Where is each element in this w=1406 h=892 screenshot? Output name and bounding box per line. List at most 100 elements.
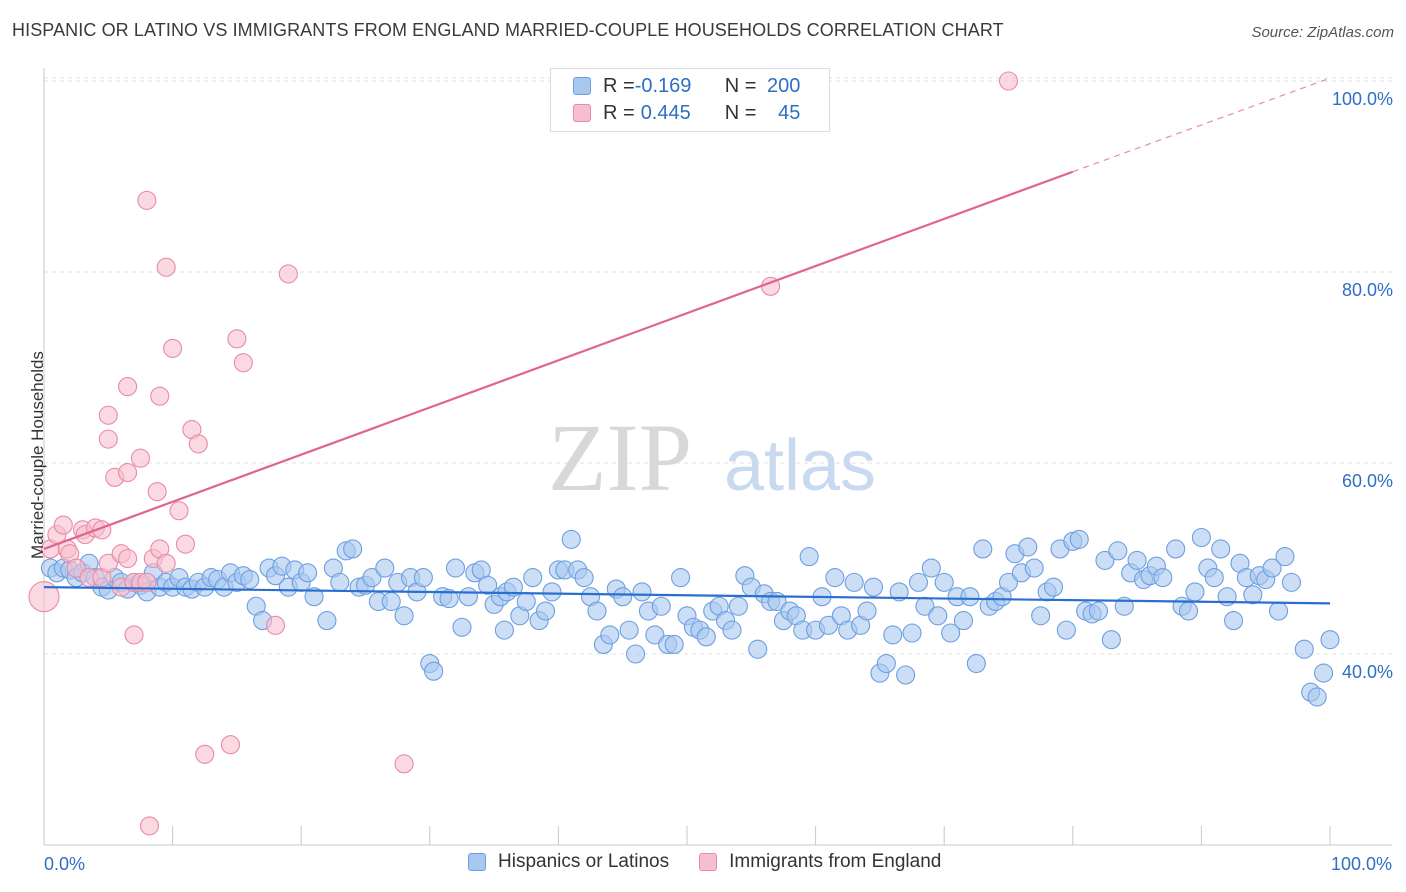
y-tick-label: 80.0% — [1342, 280, 1393, 300]
data-point — [857, 601, 877, 621]
y-axis-label: Married-couple Households — [28, 351, 47, 559]
data-point — [1024, 558, 1044, 578]
legend-label-hispanics: Hispanics or Latinos — [498, 851, 670, 872]
data-point — [1191, 527, 1211, 548]
data-point — [1088, 601, 1109, 621]
data-point — [330, 572, 350, 592]
data-point — [137, 190, 157, 210]
x-tick-max: 100.0% — [1330, 854, 1392, 874]
data-point — [298, 563, 318, 583]
data-point — [966, 653, 986, 674]
data-point — [1069, 529, 1089, 549]
data-point — [960, 587, 980, 607]
data-point — [1294, 639, 1314, 659]
data-point — [671, 568, 691, 588]
data-point — [1224, 611, 1244, 631]
data-point — [1204, 568, 1224, 588]
data-point — [452, 617, 472, 637]
data-point — [139, 816, 160, 836]
data-point — [1166, 539, 1186, 559]
data-point — [503, 577, 523, 597]
data-point — [304, 587, 324, 607]
data-point — [137, 572, 157, 592]
legend-r-label: R = — [603, 74, 635, 97]
data-point — [645, 625, 665, 645]
series-hispanics-points — [40, 527, 1340, 707]
data-point — [523, 568, 543, 588]
data-point — [561, 529, 581, 549]
legend-swatch-england — [573, 104, 591, 122]
data-point — [973, 539, 993, 559]
data-point — [188, 434, 208, 454]
data-point — [1314, 663, 1334, 683]
legend-swatch-england — [699, 853, 718, 871]
axes — [43, 68, 1392, 846]
data-point — [953, 611, 974, 631]
legend-n-label: N = — [724, 101, 757, 124]
data-point — [626, 644, 646, 664]
series-legend: Hispanics or Latinos Immigrants from Eng… — [468, 851, 971, 873]
legend-r-label: R = — [603, 101, 635, 124]
y-tick-label: 40.0% — [1342, 662, 1393, 682]
data-point — [574, 568, 594, 588]
legend-n-label: N = — [724, 74, 757, 97]
data-point — [98, 429, 118, 449]
legend-n-value: 200 — [767, 74, 801, 97]
data-point — [118, 462, 138, 483]
data-point — [600, 625, 620, 645]
data-point — [118, 548, 138, 569]
chart-title: HISPANIC OR LATINO VS IMMIGRANTS FROM EN… — [12, 20, 1004, 40]
legend-swatch-hispanics — [468, 853, 486, 871]
data-point — [883, 625, 903, 645]
watermark-atlas: atlas — [724, 426, 876, 506]
data-point — [53, 515, 73, 535]
legend-n-value: 45 — [778, 101, 801, 124]
data-point — [1243, 585, 1263, 605]
data-point — [818, 615, 839, 635]
data-point — [362, 568, 382, 588]
data-point — [748, 639, 768, 659]
data-point — [889, 582, 909, 602]
data-point — [240, 569, 260, 590]
data-point — [28, 581, 60, 613]
data-point — [381, 591, 401, 612]
trend-line-extension — [1072, 77, 1331, 173]
data-point — [941, 623, 961, 643]
data-point — [375, 558, 395, 578]
data-point — [265, 615, 286, 635]
correlation-legend: R = -0.169 N = 200 R = 0.445 N = 45 — [550, 68, 830, 132]
data-point — [98, 405, 118, 425]
legend-row-hispanics: R = -0.169 N = 200 — [573, 73, 800, 99]
data-point — [1275, 547, 1295, 567]
source-label: Source: ZipAtlas.com — [1251, 24, 1394, 41]
legend-item-hispanics[interactable]: Hispanics or Latinos — [468, 851, 669, 873]
data-point — [876, 653, 896, 674]
data-point — [98, 553, 118, 573]
data-point — [278, 264, 298, 284]
data-point — [799, 547, 819, 567]
watermark-zip: ZIP — [548, 404, 692, 511]
legend-item-england[interactable]: Immigrants from England — [699, 851, 941, 873]
data-point — [478, 575, 498, 595]
data-point — [998, 71, 1019, 91]
data-point — [147, 482, 167, 502]
data-point — [1153, 568, 1173, 588]
data-point — [1307, 687, 1327, 707]
data-point — [150, 386, 170, 406]
legend-r-value: 0.445 — [640, 101, 691, 124]
data-point — [439, 589, 459, 609]
data-point — [651, 596, 671, 616]
data-point — [542, 582, 562, 602]
y-tick-labels: 40.0% 60.0% 80.0% 100.0% — [1332, 89, 1393, 682]
data-point — [175, 534, 196, 554]
data-point — [516, 591, 536, 612]
data-point — [844, 572, 864, 592]
data-point — [632, 582, 652, 602]
data-point — [664, 634, 684, 655]
data-point — [902, 623, 922, 643]
data-point — [928, 606, 948, 626]
data-point — [169, 501, 189, 521]
data-point — [1269, 601, 1289, 621]
data-point — [163, 338, 183, 358]
data-point — [908, 572, 929, 592]
